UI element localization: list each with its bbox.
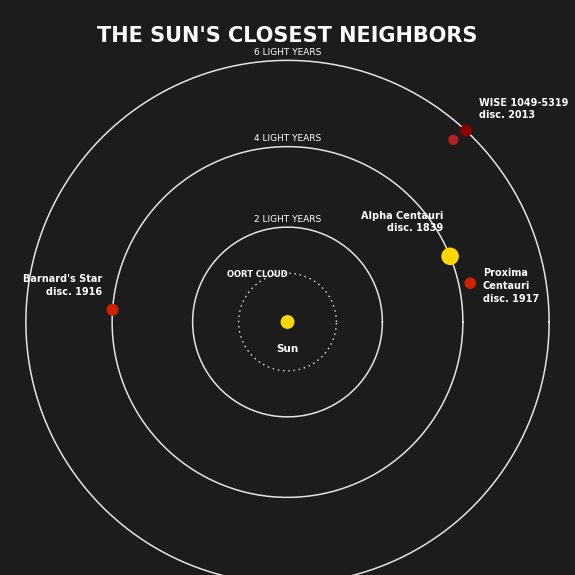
Point [283, 317, 292, 327]
Point [466, 278, 475, 288]
Point [446, 252, 455, 261]
Point [108, 305, 117, 315]
Point [448, 135, 458, 144]
Text: Proxima
Centauri
disc. 1917: Proxima Centauri disc. 1917 [483, 268, 539, 304]
Text: THE SUN'S CLOSEST NEIGHBORS: THE SUN'S CLOSEST NEIGHBORS [97, 26, 478, 46]
Text: 4 LIGHT YEARS: 4 LIGHT YEARS [254, 134, 321, 143]
Text: 6 LIGHT YEARS: 6 LIGHT YEARS [254, 48, 321, 57]
Text: WISE 1049-5319
disc. 2013: WISE 1049-5319 disc. 2013 [478, 98, 568, 120]
Text: 2 LIGHT YEARS: 2 LIGHT YEARS [254, 214, 321, 224]
Text: Barnard's Star
disc. 1916: Barnard's Star disc. 1916 [23, 274, 102, 297]
Text: OORT CLOUD: OORT CLOUD [227, 270, 288, 279]
Point [461, 126, 470, 135]
Text: Alpha Centauri
disc. 1839: Alpha Centauri disc. 1839 [361, 210, 443, 233]
Text: Sun: Sun [277, 344, 298, 354]
